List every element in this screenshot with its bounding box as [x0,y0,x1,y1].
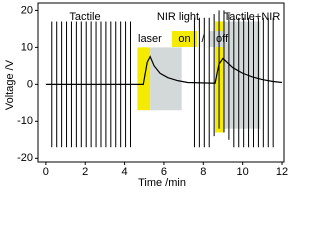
x-tick-label: 8 [200,166,206,178]
legend-on-swatch [172,31,197,47]
x-tick-label: 4 [122,166,128,178]
legend-separator: / [201,33,205,45]
y-axis-label: Voltage /V [4,59,16,110]
x-tick-label: 12 [276,166,288,178]
annotation: Tactile [69,11,100,23]
annotation: Tactile+NIR [224,11,281,23]
x-tick-label: 0 [43,166,49,178]
voltage-line [45,55,283,85]
x-tick-label: 2 [82,166,88,178]
y-tick-label: -20 [17,152,33,164]
legend-label: laser [138,33,162,45]
y-tick-label: 20 [21,4,33,16]
chart: Voltage /V Time /min Tactile NIR light T… [4,2,288,189]
laser-band [150,47,182,111]
x-axis-label: Time /min [138,177,186,189]
y-tick-label: 10 [21,41,33,53]
legend-on: on [178,33,190,45]
y-tick-label: 0 [27,78,33,90]
y-tick-label: -10 [17,115,33,127]
x-tick-label: 10 [237,166,249,178]
annotation: NIR light [157,11,199,23]
plot-frame [37,2,285,163]
legend-off: off [216,33,229,45]
x-tick-label: 6 [161,166,167,178]
